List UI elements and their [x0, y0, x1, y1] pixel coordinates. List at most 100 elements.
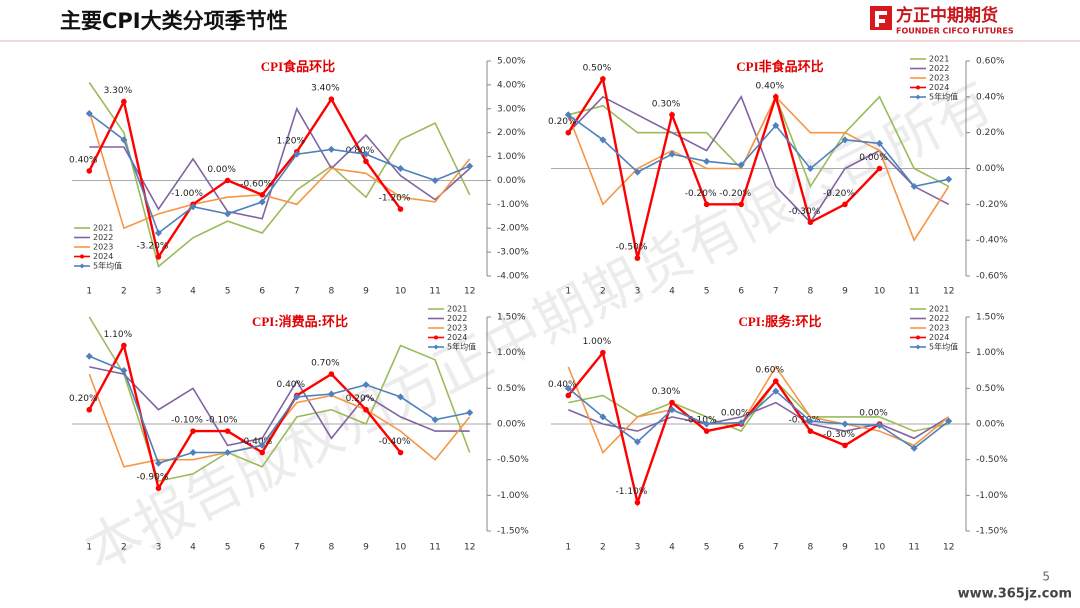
- point-marker: [565, 392, 572, 399]
- point-marker: [154, 459, 162, 467]
- legend-marker: [79, 263, 85, 269]
- x-tick-label: 11: [429, 543, 440, 553]
- logo-glyph: [875, 11, 887, 27]
- x-tick-label: 1: [86, 287, 92, 297]
- data-label: 0.40%: [755, 81, 784, 91]
- legend-label: 2021: [929, 55, 949, 64]
- point-marker: [564, 111, 572, 119]
- y-tick-label: -1.00%: [497, 200, 529, 210]
- x-tick-label: 6: [259, 287, 265, 297]
- series-line: [567, 350, 881, 507]
- data-label: -3.20%: [137, 241, 169, 251]
- data-label: -0.40%: [240, 437, 272, 447]
- point-marker: [703, 420, 711, 428]
- point-marker: [669, 399, 675, 406]
- data-label: -0.20%: [823, 189, 855, 199]
- data-label: 3.40%: [311, 84, 340, 94]
- point-marker: [327, 390, 335, 398]
- data-label: 0.40%: [548, 380, 577, 390]
- x-tick-label: 4: [669, 543, 675, 553]
- point-marker: [565, 129, 572, 136]
- y-tick-label: 0.40%: [976, 92, 1005, 102]
- x-tick-label: 5: [704, 543, 710, 553]
- point-marker: [397, 165, 405, 172]
- point-marker: [431, 176, 439, 184]
- point-marker: [842, 201, 848, 208]
- point-marker: [876, 165, 883, 172]
- chart-title: CPI食品环比: [261, 59, 335, 74]
- x-tick-label: 6: [738, 287, 744, 297]
- point-marker: [155, 254, 162, 260]
- series-line: [88, 112, 471, 235]
- series-line: [567, 95, 950, 224]
- x-tick-label: 4: [669, 287, 675, 297]
- data-label: -0.10%: [171, 416, 203, 426]
- legend-marker: [916, 335, 920, 340]
- point-marker: [600, 349, 606, 356]
- y-tick-label: 0.00%: [976, 420, 1005, 430]
- y-tick-label: -2.00%: [497, 224, 529, 234]
- x-tick-label: 2: [600, 543, 606, 553]
- point-marker: [772, 378, 779, 385]
- data-label: 0.20%: [548, 117, 577, 127]
- data-label: 0.70%: [311, 359, 340, 369]
- y-tick-label: 0.50%: [976, 384, 1005, 394]
- x-tick-label: 10: [874, 543, 886, 553]
- point-marker: [910, 182, 918, 190]
- y-tick-label: -1.00%: [976, 491, 1008, 501]
- y-tick-label: 0.50%: [497, 384, 526, 394]
- legend-label: 2022: [447, 314, 467, 323]
- series-line: [567, 114, 949, 188]
- y-tick-label: 0.20%: [976, 128, 1005, 138]
- point-marker: [362, 381, 370, 389]
- series-line: [88, 355, 470, 465]
- x-tick-label: 12: [943, 287, 954, 297]
- data-label: 0.20%: [69, 394, 98, 404]
- data-label: -0.20%: [685, 189, 717, 199]
- data-label: -0.60%: [240, 179, 272, 189]
- x-tick-label: 7: [773, 287, 779, 297]
- point-marker: [431, 416, 439, 424]
- data-label: 0.80%: [346, 146, 375, 156]
- data-label: -1.00%: [171, 189, 203, 199]
- data-label: -0.10%: [206, 416, 238, 426]
- data-label: -0.10%: [685, 416, 717, 426]
- point-marker: [121, 98, 127, 105]
- point-marker: [772, 122, 780, 129]
- legend-label: 2024: [929, 333, 949, 342]
- data-label: -0.50%: [616, 243, 648, 253]
- point-marker: [772, 94, 779, 100]
- point-marker: [155, 485, 162, 492]
- data-label: 1.20%: [276, 136, 305, 146]
- point-marker: [328, 371, 335, 377]
- data-label: -0.30%: [788, 207, 820, 217]
- x-tick-label: 2: [121, 543, 127, 553]
- legend-label: 5年均值: [93, 261, 122, 271]
- point-marker: [599, 413, 607, 421]
- point-marker: [772, 387, 780, 395]
- point-marker: [738, 201, 745, 208]
- y-tick-label: 3.00%: [497, 104, 526, 114]
- x-tick-label: 9: [842, 543, 848, 553]
- point-marker: [363, 406, 369, 413]
- legend-label: 2022: [929, 64, 949, 73]
- watermark: 本报告版权归方正中期期货有限公司所有: [75, 69, 1003, 585]
- data-label: 0.20%: [346, 394, 375, 404]
- x-tick-label: 10: [395, 287, 407, 297]
- series-line: [89, 366, 470, 447]
- logo-en: FOUNDER CIFCO FUTURES: [896, 27, 1014, 36]
- point-marker: [258, 441, 266, 449]
- site-watermark: www.365jz.com: [958, 587, 1072, 602]
- legend-marker: [434, 335, 438, 340]
- point-marker: [224, 210, 232, 218]
- x-tick-label: 1: [565, 543, 571, 553]
- data-label: 0.00%: [859, 153, 888, 163]
- data-label: 0.30%: [652, 387, 681, 397]
- x-tick-label: 11: [908, 287, 919, 297]
- y-tick-label: 1.50%: [976, 313, 1005, 323]
- data-label: 0.00%: [721, 409, 750, 419]
- chart-title: CPI:服务:环比: [738, 314, 821, 329]
- data-label: -0.40%: [379, 437, 411, 447]
- y-tick-label: -3.00%: [497, 248, 529, 258]
- legend-label: 2024: [93, 252, 113, 261]
